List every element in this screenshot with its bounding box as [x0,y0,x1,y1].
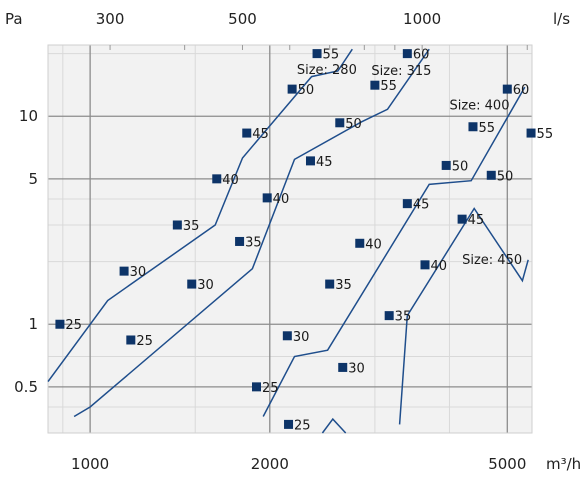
data-label: 45 [252,127,269,142]
x-tick-label: 2000 [251,455,289,473]
data-label: 25 [262,381,279,396]
x-tick-label: 5000 [488,455,526,473]
top-tick-label: 500 [228,10,257,28]
series-line [47,48,353,383]
x-axis-label: m³/h [546,455,581,473]
data-point [119,266,129,276]
data-point [126,335,136,345]
y-tick-label: 1 [28,315,38,333]
y-tick-label: 0.5 [14,378,38,396]
data-point [312,49,322,59]
data-label: 55 [323,48,340,63]
data-label: 30 [130,265,147,280]
data-point [402,49,412,59]
top-tick-label: 1000 [403,10,441,28]
data-label: 30 [197,278,214,293]
data-label: 55 [537,127,554,142]
data-label: 45 [316,155,333,170]
data-label: 35 [183,219,200,234]
data-label: 25 [65,318,82,333]
data-label: 35 [335,278,352,293]
data-point [355,238,365,248]
series-label: Size: 315 [371,64,431,79]
data-point [420,260,430,270]
data-label: 55 [478,121,495,136]
data-point [172,220,182,230]
series-line [321,417,347,434]
data-label: 60 [513,83,530,98]
data-point [282,331,292,341]
data-point [457,214,467,224]
data-point [502,84,512,94]
series-line [398,207,529,425]
data-label: 50 [298,83,315,98]
series-label: Size: 400 [449,98,509,113]
data-label: 35 [245,235,262,250]
data-label: 60 [413,48,430,63]
data-point [335,118,345,128]
data-point [287,84,297,94]
data-label: 40 [273,192,290,207]
data-point [370,80,380,90]
data-point [242,128,252,138]
data-label: 45 [468,213,485,228]
data-point [187,279,197,289]
plot-background [48,45,532,433]
top-tick-label: 300 [96,10,125,28]
data-point [526,128,536,138]
series-lines [47,48,529,434]
y-tick-label: 10 [19,107,38,125]
data-label: 50 [345,117,362,132]
data-point [441,160,451,170]
data-label: 40 [222,173,239,188]
data-label: 40 [431,259,448,274]
data-label: 25 [294,418,311,433]
data-label: 25 [136,334,153,349]
series-line [73,48,430,418]
data-markers: 25 25 30 30 35 35 40 40 45 50 55 25 30 35 45 50 30 40 55 35… [55,48,554,433]
data-label: 30 [348,361,365,376]
grid [47,44,533,434]
data-point [486,170,496,180]
data-point [384,311,394,321]
data-point [402,199,412,209]
x-tick-label: 1000 [71,455,109,473]
data-label: 35 [395,310,412,325]
data-point [468,122,478,132]
data-label: 55 [380,79,397,94]
series-line [262,86,526,417]
data-point [212,174,222,184]
y-axis-label: Pa [5,10,23,28]
data-point [338,362,348,372]
y-tick-label: 5 [28,170,38,188]
data-point [284,419,294,429]
data-label: 45 [413,198,430,213]
data-point [325,279,335,289]
data-label: 40 [365,237,382,252]
top-axis-label: l/s [553,10,570,28]
series-label: Size: 450 [462,253,522,268]
data-point [55,319,65,329]
data-point [235,236,245,246]
data-label: 50 [452,159,469,174]
data-label: 50 [497,169,514,184]
data-point [305,156,315,166]
series-label: Size: 280 [297,63,357,78]
data-label: 30 [293,330,310,345]
axis-ticks: 1000 2000 5000 0.5 1 5 10 300 500 1000 [14,10,526,473]
data-point [262,193,272,203]
data-point [251,382,261,392]
